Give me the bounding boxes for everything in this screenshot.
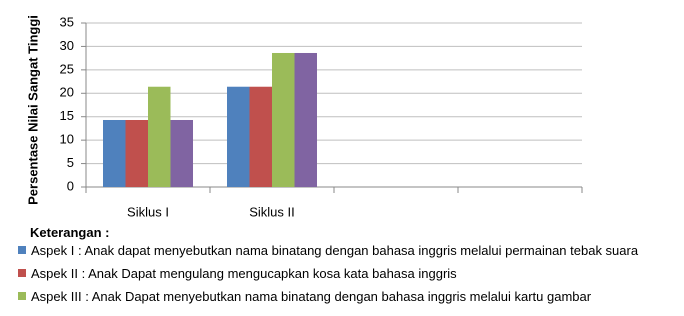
bar <box>125 119 148 187</box>
y-tick-label: 5 <box>67 155 74 170</box>
y-tick-label: 15 <box>60 108 74 123</box>
bar <box>294 52 317 187</box>
bar <box>170 119 193 187</box>
bar <box>227 86 250 187</box>
legend-title: Keterangan : <box>30 225 110 240</box>
legend-label: Aspek III : Anak Dapat menyebutkan nama … <box>31 289 592 304</box>
bar <box>272 52 295 187</box>
legend-swatch <box>18 269 26 277</box>
x-tick-label: Siklus I <box>127 204 169 219</box>
legend-item: Aspek II : Anak Dapat mengulang mengucap… <box>18 265 658 282</box>
legend-item: Aspek III : Anak Dapat menyebutkan nama … <box>18 288 658 305</box>
x-tick-label: Siklus II <box>249 204 295 219</box>
legend-item: Aspek I : Anak dapat menyebutkan nama bi… <box>18 242 658 259</box>
y-tick-label: 25 <box>60 61 74 76</box>
bar <box>148 86 171 187</box>
y-tick-label: 35 <box>60 14 74 29</box>
legend-label: Aspek II : Anak Dapat mengulang mengucap… <box>31 266 457 281</box>
y-tick-label: 10 <box>60 132 74 147</box>
legend-swatch <box>18 246 26 254</box>
y-tick-label: 30 <box>60 38 74 53</box>
y-tick-label: 20 <box>60 85 74 100</box>
y-axis-label: Persentase Nilai Sangat Tinggi <box>25 15 40 205</box>
bar <box>103 119 126 187</box>
bar <box>249 86 272 187</box>
chart: Persentase Nilai Sangat Tinggi 0 5 10 15 20 2… <box>25 14 583 219</box>
y-tick-label: 0 <box>67 178 74 193</box>
legend: Keterangan : Aspek I : Anak dapat menyeb… <box>18 224 658 311</box>
legend-swatch <box>18 292 26 300</box>
legend-label: Aspek I : Anak dapat menyebutkan nama bi… <box>31 243 639 258</box>
